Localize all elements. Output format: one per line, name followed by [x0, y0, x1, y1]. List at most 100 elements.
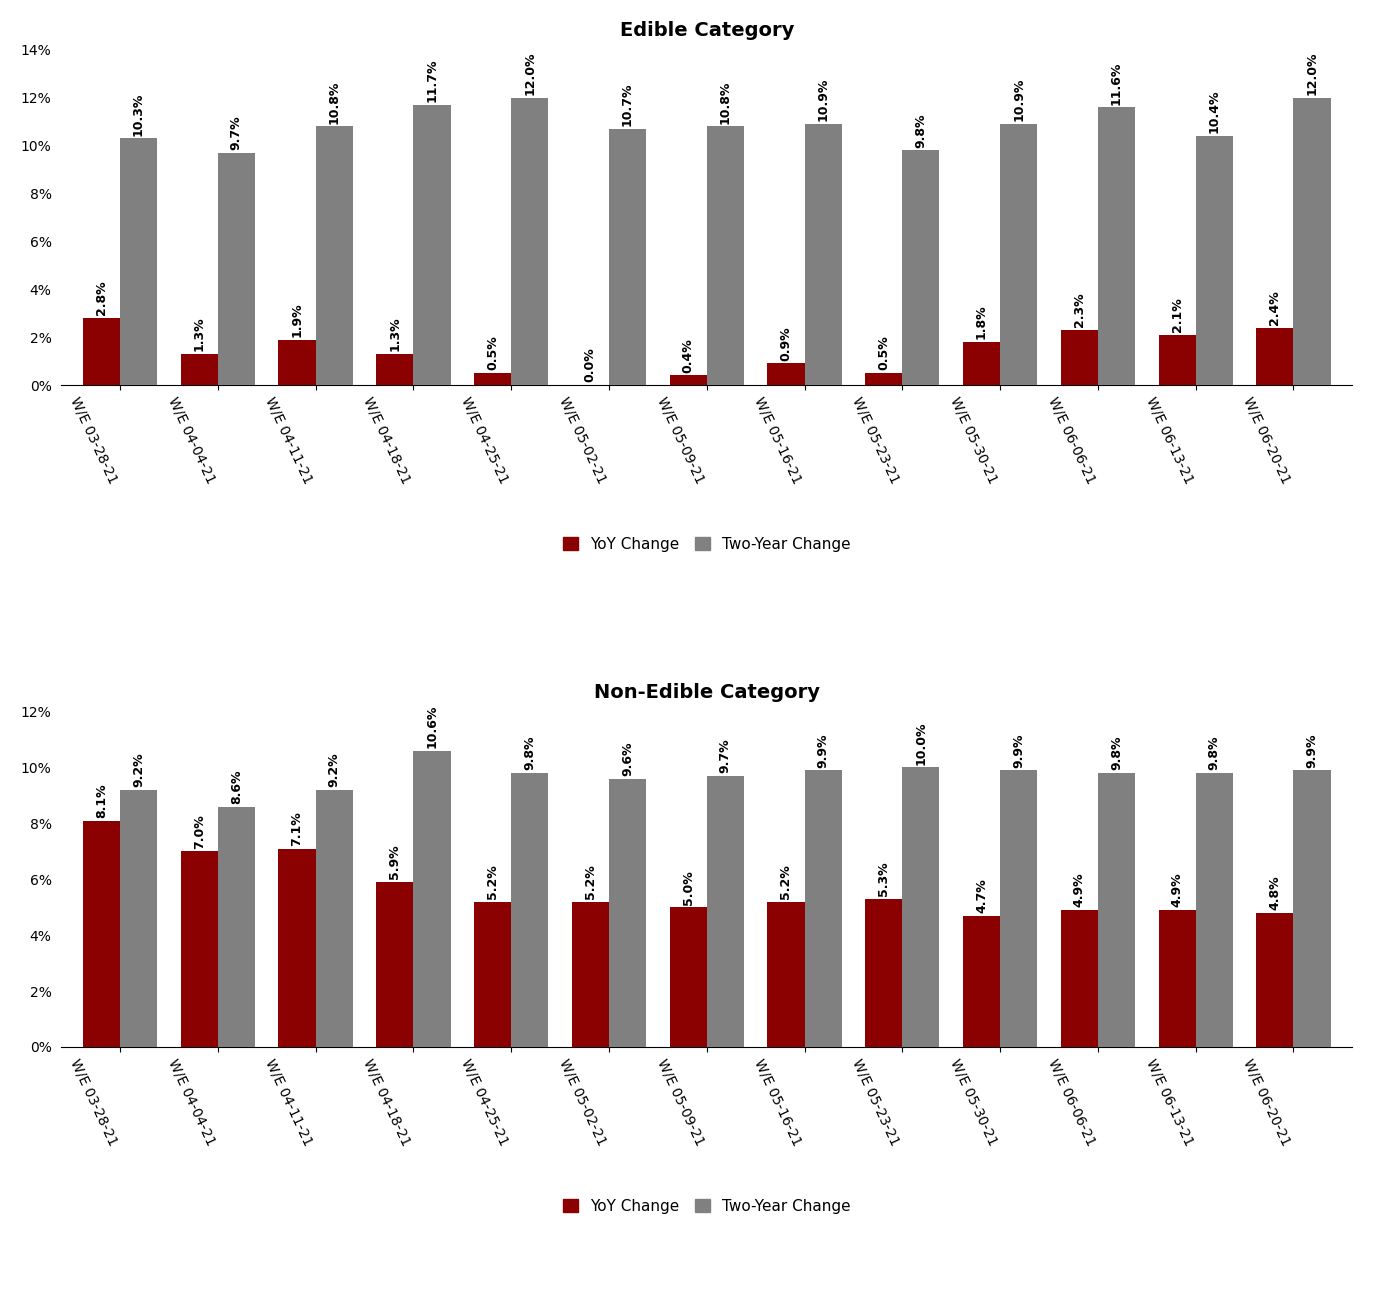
Text: 2.1%: 2.1% — [1171, 297, 1184, 332]
Text: 10.9%: 10.9% — [817, 78, 829, 122]
Text: 5.2%: 5.2% — [584, 864, 597, 899]
Bar — [119, 789, 157, 1047]
Bar — [865, 899, 902, 1047]
Bar — [474, 902, 511, 1047]
Text: 9.8%: 9.8% — [914, 113, 927, 148]
Text: 9.9%: 9.9% — [1306, 734, 1318, 767]
Text: 5.2%: 5.2% — [780, 864, 792, 899]
Bar — [413, 105, 450, 385]
Bar — [1000, 770, 1037, 1047]
Text: 11.7%: 11.7% — [426, 58, 438, 102]
Bar — [1256, 328, 1293, 385]
Bar — [474, 373, 511, 385]
Bar — [181, 354, 218, 385]
Text: 10.7%: 10.7% — [621, 83, 634, 126]
Bar — [571, 902, 610, 1047]
Bar — [279, 340, 316, 385]
Text: 1.3%: 1.3% — [389, 316, 401, 351]
Text: 8.6%: 8.6% — [229, 770, 243, 804]
Text: 9.8%: 9.8% — [1208, 736, 1221, 770]
Bar — [962, 915, 1000, 1047]
Text: 2.8%: 2.8% — [95, 281, 108, 315]
Text: 9.9%: 9.9% — [1012, 734, 1026, 767]
Text: 10.8%: 10.8% — [328, 80, 341, 123]
Title: Non-Edible Category: Non-Edible Category — [593, 683, 820, 701]
Bar — [82, 820, 119, 1047]
Text: 0.4%: 0.4% — [681, 338, 695, 373]
Text: 1.3%: 1.3% — [192, 316, 206, 351]
Text: 10.6%: 10.6% — [426, 705, 438, 748]
Text: 0.9%: 0.9% — [780, 327, 792, 360]
Bar — [511, 97, 548, 385]
Text: 9.7%: 9.7% — [229, 115, 243, 150]
Text: 4.7%: 4.7% — [975, 879, 989, 912]
Bar — [610, 128, 647, 385]
Title: Edible Category: Edible Category — [619, 21, 794, 40]
Text: 0.5%: 0.5% — [877, 336, 890, 371]
Text: 4.9%: 4.9% — [1171, 872, 1184, 907]
Text: 9.8%: 9.8% — [1109, 736, 1123, 770]
Bar — [218, 806, 255, 1047]
Text: 9.2%: 9.2% — [132, 753, 146, 787]
Text: 8.1%: 8.1% — [95, 783, 108, 818]
Bar — [218, 153, 255, 385]
Text: 9.6%: 9.6% — [621, 741, 634, 776]
Text: 10.3%: 10.3% — [132, 92, 146, 136]
Text: 12.0%: 12.0% — [523, 52, 537, 95]
Bar — [1061, 330, 1098, 385]
Text: 1.8%: 1.8% — [975, 305, 989, 340]
Text: 5.0%: 5.0% — [681, 870, 695, 905]
Bar — [768, 363, 805, 385]
Bar — [279, 849, 316, 1047]
Text: 2.4%: 2.4% — [1269, 290, 1281, 325]
Bar — [181, 851, 218, 1047]
Text: 1.9%: 1.9% — [291, 302, 303, 337]
Text: 9.7%: 9.7% — [719, 739, 732, 774]
Text: 5.3%: 5.3% — [877, 862, 890, 896]
Bar — [670, 907, 707, 1047]
Bar — [707, 127, 744, 385]
Text: 7.1%: 7.1% — [291, 811, 303, 846]
Bar — [1293, 97, 1330, 385]
Bar — [1196, 136, 1233, 385]
Text: 9.2%: 9.2% — [328, 753, 341, 787]
Text: 10.9%: 10.9% — [1012, 78, 1026, 122]
Bar — [1196, 774, 1233, 1047]
Bar — [1098, 108, 1135, 385]
Bar — [1061, 910, 1098, 1047]
Bar — [82, 318, 119, 385]
Bar — [1293, 770, 1330, 1047]
Legend: YoY Change, Two-Year Change: YoY Change, Two-Year Change — [563, 1199, 851, 1213]
Bar — [902, 150, 939, 385]
Text: 5.2%: 5.2% — [486, 864, 498, 899]
Text: 5.9%: 5.9% — [389, 845, 401, 880]
Bar — [316, 789, 353, 1047]
Text: 0.5%: 0.5% — [486, 336, 498, 371]
Bar — [413, 750, 450, 1047]
Bar — [119, 139, 157, 385]
Text: 10.4%: 10.4% — [1208, 89, 1221, 133]
Text: 4.8%: 4.8% — [1269, 876, 1281, 910]
Bar — [805, 124, 842, 385]
Bar — [376, 883, 413, 1047]
Bar — [865, 373, 902, 385]
Bar — [316, 127, 353, 385]
Text: 0.0%: 0.0% — [584, 347, 597, 382]
Bar — [707, 776, 744, 1047]
Bar — [610, 779, 647, 1047]
Bar — [805, 770, 842, 1047]
Bar — [670, 376, 707, 385]
Text: 9.9%: 9.9% — [817, 734, 829, 767]
Text: 10.8%: 10.8% — [719, 80, 732, 123]
Bar — [962, 342, 1000, 385]
Text: 12.0%: 12.0% — [1306, 52, 1318, 95]
Bar — [376, 354, 413, 385]
Text: 4.9%: 4.9% — [1072, 872, 1086, 907]
Legend: YoY Change, Two-Year Change: YoY Change, Two-Year Change — [563, 537, 851, 552]
Bar — [1256, 912, 1293, 1047]
Text: 9.8%: 9.8% — [523, 736, 537, 770]
Bar — [1000, 124, 1037, 385]
Text: 11.6%: 11.6% — [1109, 61, 1123, 105]
Text: 2.3%: 2.3% — [1072, 293, 1086, 328]
Bar — [768, 902, 805, 1047]
